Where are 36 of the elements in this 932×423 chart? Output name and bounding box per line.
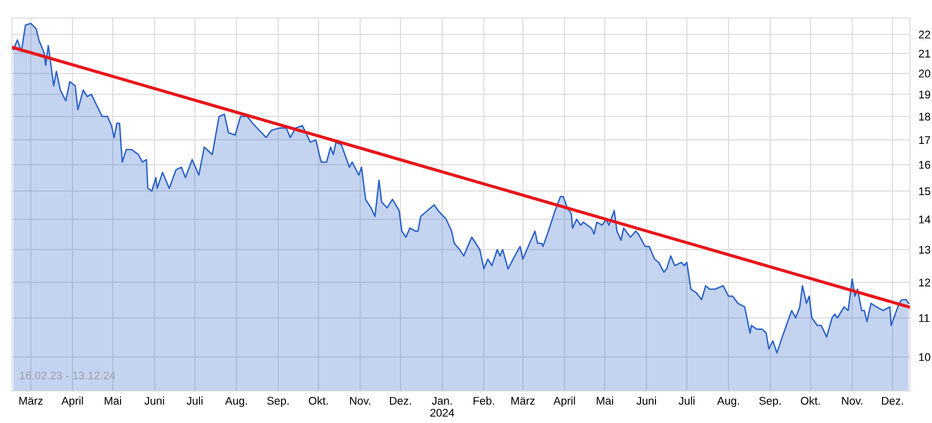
x-tick-label: April	[61, 396, 83, 407]
x-tick-label: Aug.	[717, 396, 739, 407]
y-tick-label: 22	[918, 30, 930, 38]
x-tick-label: Dez.	[882, 396, 903, 405]
y-tick-label: 10	[919, 353, 930, 362]
y-tick-label: 18	[919, 112, 930, 121]
y-tick-label: 11	[919, 314, 930, 322]
x-tick-label: April	[553, 396, 575, 407]
x-tick-label: Aug.	[225, 396, 247, 407]
x-tick-label: Juni	[144, 396, 164, 405]
x-tick-label: Juli	[186, 396, 202, 405]
x-tick-label: Dez.	[390, 396, 411, 405]
y-tick-label: 13	[919, 246, 930, 254]
y-tick-label: 15	[919, 187, 930, 196]
y-tick-label: 20	[918, 70, 930, 78]
x-tick-label: Mai	[596, 396, 614, 405]
x-tick-label: Juli	[678, 396, 694, 405]
x-tick-label: Jan. 2024	[430, 396, 454, 417]
y-tick-label: 21	[918, 50, 930, 58]
x-tick-label: Nov.	[842, 396, 862, 405]
y-tick-label: 17	[919, 136, 930, 144]
x-tick-label: Sep.	[267, 396, 289, 407]
x-tick-label: Juni	[636, 396, 656, 405]
x-tick-label: Feb.	[474, 396, 494, 405]
x-tick-label: Okt.	[308, 396, 328, 405]
annotation: 16.02.23 - 13.12.24	[20, 372, 116, 380]
x-tick-label: Sep.	[759, 396, 781, 407]
x-tick-label: Okt.	[800, 396, 820, 405]
x-tick-label: März	[511, 396, 535, 405]
y-tick-label: 12	[919, 278, 930, 286]
x-tick-label: Nov.	[350, 396, 370, 405]
x-tick-label: Mai	[104, 396, 122, 405]
y-tick-label: 19	[919, 90, 930, 98]
y-tick-label: 16	[919, 160, 930, 169]
x-tick-label: März	[19, 396, 43, 405]
y-tick-label: 14	[919, 216, 930, 224]
